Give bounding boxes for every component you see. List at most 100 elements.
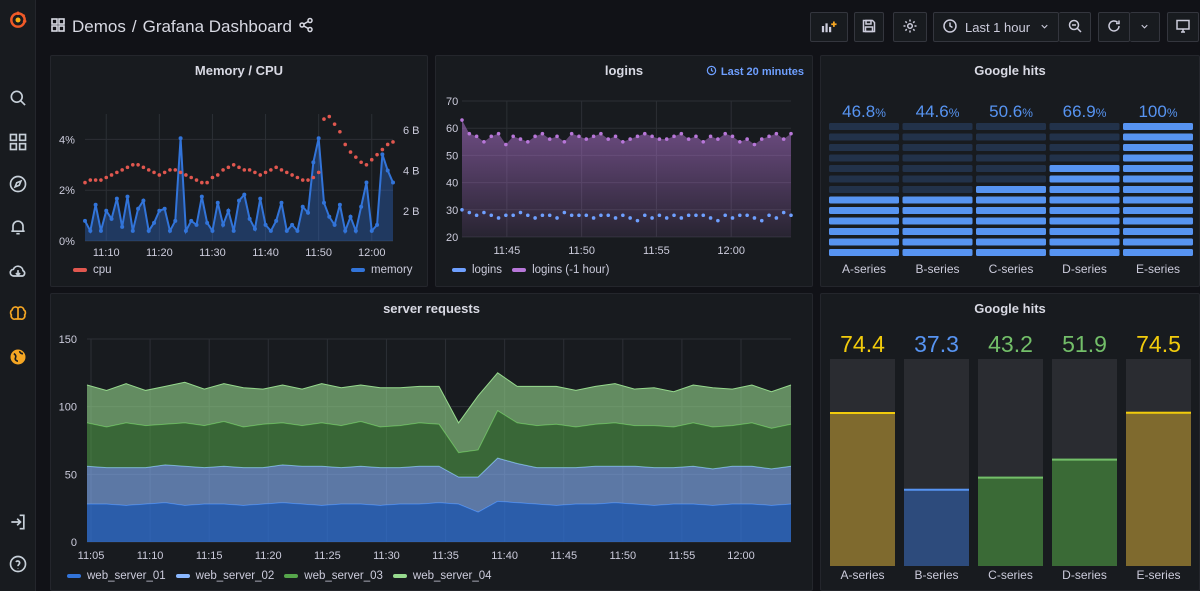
cpu-point xyxy=(136,163,140,167)
zoom-out-button[interactable] xyxy=(1059,12,1091,42)
legend-cpu[interactable]: cpu xyxy=(73,264,112,276)
monitor-icon xyxy=(1175,18,1191,37)
logins-prev-point xyxy=(562,140,567,144)
server-requests-chart[interactable]: 0 50 100 150 11:05 11:10 11:15 11:20 11:25 11:30 1… xyxy=(51,294,812,590)
logins-prev-point xyxy=(489,134,494,139)
legend-memory[interactable]: memory xyxy=(351,264,413,276)
memory-point xyxy=(348,214,353,219)
legend-web-server-04[interactable]: web_server_04 xyxy=(392,570,492,582)
led-segment-lit xyxy=(1123,249,1193,256)
logins-point xyxy=(613,216,618,220)
cpu-point xyxy=(130,163,135,167)
legend-logins-prev[interactable]: logins (-1 hour) xyxy=(512,264,609,276)
panel-title[interactable]: logins xyxy=(604,63,644,78)
cpu-point xyxy=(141,165,146,170)
memory-point xyxy=(183,228,188,233)
legend-web-server-01[interactable]: web_server_01 xyxy=(67,570,166,582)
legend-swatch xyxy=(175,574,190,578)
breadcrumb-parent[interactable]: Demos xyxy=(72,17,126,36)
refresh-interval-button[interactable] xyxy=(1130,12,1160,42)
cpu-point xyxy=(369,157,374,162)
value-label: 100% xyxy=(1138,102,1177,121)
dashboard-settings-button[interactable] xyxy=(893,12,927,42)
cpu-point xyxy=(375,152,379,157)
logins-prev-point xyxy=(635,134,640,139)
dashboards-icon[interactable] xyxy=(4,128,32,156)
y-tick-label: 2 B xyxy=(403,206,420,218)
value-label: 50.6% xyxy=(989,102,1033,121)
led-segment-lit xyxy=(1049,175,1120,183)
cpu-point xyxy=(221,168,225,172)
search-icon[interactable] xyxy=(4,84,32,112)
legend-logins[interactable]: logins xyxy=(452,264,502,276)
memory-point xyxy=(178,136,183,141)
google-hits-led-panel[interactable]: Google hits 46.8% A-series 44.6% B-series 50… xyxy=(820,55,1200,287)
logins-point xyxy=(679,216,684,220)
time-override-info: Last 20 minutes xyxy=(706,65,804,79)
server-requests-panel[interactable]: server requests 0 50 100 150 11:05 11:10 11:15… xyxy=(50,293,813,591)
memory-cpu-panel[interactable]: Memory / CPU 0% 2% 4% 2 B 4 B 6 B 11:10 11:20 11… xyxy=(50,55,428,287)
legend-swatch xyxy=(452,268,466,272)
add-panel-button[interactable] xyxy=(810,12,848,42)
legend-web-server-03[interactable]: web_server_03 xyxy=(284,570,383,582)
memory-point xyxy=(375,222,380,227)
category-label: A-series xyxy=(842,262,886,276)
cpu-point xyxy=(231,163,236,167)
cpu-point xyxy=(316,170,321,175)
tv-mode-button[interactable] xyxy=(1167,12,1199,42)
cpu-point xyxy=(115,170,119,175)
logins-point xyxy=(723,213,727,218)
alerting-icon[interactable] xyxy=(4,213,32,241)
top-navbar: Demos / Grafana Dashboard Last 1 hour xyxy=(36,0,1200,54)
x-tick-label: 12:00 xyxy=(358,247,386,259)
logins-point xyxy=(642,213,647,218)
web-server-02-area xyxy=(87,458,791,513)
led-segment-lit xyxy=(1123,123,1193,130)
google-hits-led-chart[interactable]: 46.8% A-series 44.6% B-series 50.6% C-series 6… xyxy=(821,56,1199,286)
panel-title[interactable]: Memory / CPU xyxy=(194,63,284,78)
breadcrumb: Demos / Grafana Dashboard xyxy=(50,15,314,39)
sign-in-icon[interactable] xyxy=(4,508,32,536)
logins-prev-point xyxy=(584,137,589,141)
legend-swatch xyxy=(73,268,87,272)
time-picker-button[interactable]: Last 1 hour xyxy=(933,12,1059,42)
refresh-button[interactable] xyxy=(1098,12,1130,42)
logins-panel[interactable]: logins Last 20 minutes 20 30 40 50 60 70 11:45… xyxy=(435,55,813,287)
dashboard-title[interactable]: Grafana Dashboard xyxy=(142,17,292,36)
logins-point xyxy=(628,216,632,220)
legend-web-server-02[interactable]: web_server_02 xyxy=(175,570,274,582)
memory-cpu-chart[interactable]: 0% 2% 4% 2 B 4 B 6 B 11:10 11:20 11:30 11:40 11:50… xyxy=(51,56,427,286)
share-icon[interactable] xyxy=(298,17,314,38)
logins-point xyxy=(774,216,779,220)
cloud-icon[interactable] xyxy=(4,257,32,285)
panel-title[interactable]: Google hits xyxy=(974,63,1046,78)
globe-icon[interactable] xyxy=(4,343,32,371)
x-tick-label: 11:05 xyxy=(78,550,105,562)
led-segment-lit xyxy=(829,196,899,204)
panel-title[interactable]: server requests xyxy=(383,301,480,316)
logins-chart[interactable]: 20 30 40 50 60 70 11:45 11:50 11:55 12:00 xyxy=(436,56,812,286)
brain-icon[interactable] xyxy=(4,300,32,328)
category-label: B-series xyxy=(914,568,958,582)
grafana-logo-icon[interactable] xyxy=(4,6,32,34)
logins-prev-point xyxy=(694,134,698,139)
breadcrumb-separator: / xyxy=(131,17,137,36)
explore-icon[interactable] xyxy=(4,170,32,198)
logins-point xyxy=(460,208,464,212)
google-hits-bars-panel[interactable]: Google hits 74.4 A-series 37.3 B-series 43.2… xyxy=(820,293,1200,591)
memory-point xyxy=(252,226,257,231)
memory-point xyxy=(300,204,305,209)
x-tick-label: 11:45 xyxy=(550,550,577,562)
led-segment-lit xyxy=(1049,249,1120,256)
logins-prev-point xyxy=(767,134,771,139)
memory-point xyxy=(146,228,151,233)
logins-point xyxy=(752,216,757,220)
help-icon[interactable] xyxy=(4,550,32,578)
google-hits-bars-chart[interactable]: 74.4 A-series 37.3 B-series 43.2 C-series 51.9… xyxy=(821,294,1199,590)
x-tick-label: 11:20 xyxy=(255,550,282,562)
memory-point xyxy=(306,210,311,215)
save-dashboard-button[interactable] xyxy=(854,12,884,42)
panel-title[interactable]: Google hits xyxy=(974,301,1046,316)
memory-point xyxy=(290,222,295,227)
led-segment xyxy=(902,144,973,151)
